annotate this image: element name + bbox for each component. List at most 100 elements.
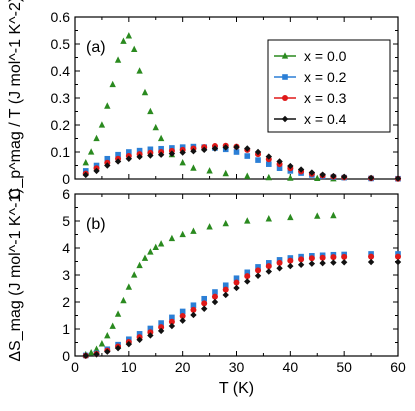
data-point xyxy=(254,272,262,280)
data-point xyxy=(157,327,165,335)
data-point xyxy=(265,215,272,222)
data-point xyxy=(125,155,133,162)
y-tick-label: 0 xyxy=(62,171,70,187)
data-point xyxy=(212,289,218,295)
data-point xyxy=(93,134,100,142)
series-3 xyxy=(82,258,402,359)
panel-a: 0 0.1 0.2 0.3 0.4 0.5 0.6 (a) C_p^mag / T (J mol… xyxy=(7,0,402,199)
data-point xyxy=(222,282,229,289)
data-point xyxy=(82,171,89,179)
data-point xyxy=(276,259,283,266)
data-point xyxy=(244,153,251,159)
data-point xyxy=(82,159,89,166)
data-point xyxy=(233,275,240,282)
data-point xyxy=(395,253,401,260)
data-point xyxy=(308,255,315,262)
data-point xyxy=(330,211,337,219)
y-tick-label: 0.6 xyxy=(51,9,71,25)
data-point xyxy=(158,324,165,331)
data-point xyxy=(147,152,154,159)
data-point xyxy=(319,254,326,261)
data-point xyxy=(136,336,143,343)
data-point xyxy=(147,248,154,255)
data-point xyxy=(157,240,165,247)
data-point xyxy=(367,174,375,182)
data-point xyxy=(341,253,348,260)
data-point xyxy=(157,134,165,142)
data-point xyxy=(201,146,208,154)
data-point xyxy=(244,269,251,276)
data-point xyxy=(131,45,138,52)
x-tick-label: 20 xyxy=(175,359,191,375)
y-tick-label: 4 xyxy=(62,240,70,256)
data-point xyxy=(125,340,133,348)
data-point xyxy=(287,262,294,270)
data-point xyxy=(233,143,240,151)
data-point xyxy=(169,314,175,321)
data-point xyxy=(276,265,283,272)
data-point xyxy=(233,279,240,286)
legend-marker xyxy=(282,74,288,80)
data-point xyxy=(104,348,111,355)
data-point xyxy=(319,171,326,178)
data-point xyxy=(179,313,186,320)
data-point xyxy=(147,146,154,153)
data-point xyxy=(190,306,197,313)
data-point xyxy=(287,213,294,221)
data-point xyxy=(104,331,111,339)
data-point xyxy=(244,278,251,285)
data-point xyxy=(394,175,402,182)
data-point xyxy=(141,88,149,96)
x-tick-label: 10 xyxy=(121,359,137,375)
data-point xyxy=(394,258,402,266)
data-point xyxy=(136,261,143,269)
data-point xyxy=(255,267,262,274)
data-point xyxy=(222,286,229,293)
data-point xyxy=(147,332,154,339)
data-point xyxy=(287,174,294,181)
x-tick-label: 30 xyxy=(229,359,245,375)
data-point xyxy=(308,260,316,267)
data-point xyxy=(125,283,133,290)
data-point xyxy=(314,174,321,182)
panel-label: (a) xyxy=(86,39,106,56)
legend-marker xyxy=(281,52,289,59)
data-point xyxy=(190,147,197,155)
data-point xyxy=(114,310,122,317)
data-point xyxy=(330,259,337,266)
data-point xyxy=(254,148,262,156)
y-tick-label: 0 xyxy=(62,348,70,364)
data-point xyxy=(98,121,106,128)
data-point xyxy=(190,311,197,319)
data-point xyxy=(244,273,251,280)
data-point xyxy=(190,302,197,309)
data-point xyxy=(179,317,186,324)
data-point xyxy=(104,155,111,162)
series-0 xyxy=(82,211,337,358)
data-point xyxy=(308,169,316,176)
data-point xyxy=(330,172,337,180)
data-point xyxy=(125,32,133,39)
data-point xyxy=(265,173,272,181)
data-point xyxy=(244,145,251,152)
data-point xyxy=(147,325,154,332)
x-tick-label: 50 xyxy=(336,359,352,375)
data-point xyxy=(222,219,229,227)
legend-marker xyxy=(282,95,288,101)
data-point xyxy=(168,318,175,325)
panel-label: (b) xyxy=(86,216,106,233)
data-point xyxy=(206,167,213,174)
series-2 xyxy=(82,142,401,182)
data-point xyxy=(244,217,251,224)
data-point xyxy=(114,344,122,352)
data-point xyxy=(109,322,116,329)
x-axis-label: T (K) xyxy=(219,380,254,397)
data-point xyxy=(179,159,186,166)
data-point xyxy=(265,263,272,270)
data-point xyxy=(319,259,326,267)
data-point xyxy=(136,67,143,74)
y-tick-label: 2 xyxy=(62,294,70,310)
data-point xyxy=(120,37,127,44)
series-0 xyxy=(82,32,337,182)
data-point xyxy=(211,145,219,152)
